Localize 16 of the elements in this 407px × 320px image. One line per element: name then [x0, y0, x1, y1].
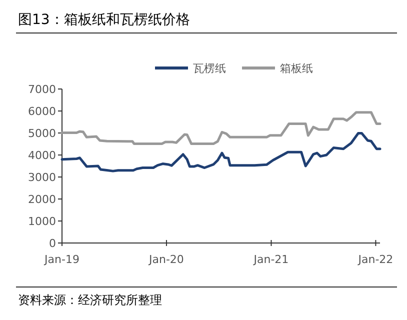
y-tick-label: 2000 [28, 193, 56, 206]
y-tick-label: 7000 [28, 83, 56, 96]
y-tick-label: 4000 [28, 149, 56, 162]
legend-label: 箱板纸 [280, 62, 313, 75]
x-tick-label: Jan-21 [252, 253, 289, 266]
y-tick-label: 5000 [28, 127, 56, 140]
y-tick-label: 0 [49, 237, 56, 250]
text: 资料来源：经济研究所整理 [18, 293, 162, 307]
x-tick-label: Jan-20 [148, 253, 184, 266]
legend-label: 瓦楞纸 [193, 62, 226, 75]
y-tick-label: 3000 [28, 171, 56, 184]
title: 图13：箱板纸和瓦楞纸价格 [18, 12, 190, 28]
y-tick-label: 6000 [28, 105, 56, 118]
x-tick-label: Jan-19 [44, 253, 80, 266]
x-tick-label: Jan-22 [357, 253, 394, 266]
y-tick-label: 1000 [28, 215, 56, 228]
